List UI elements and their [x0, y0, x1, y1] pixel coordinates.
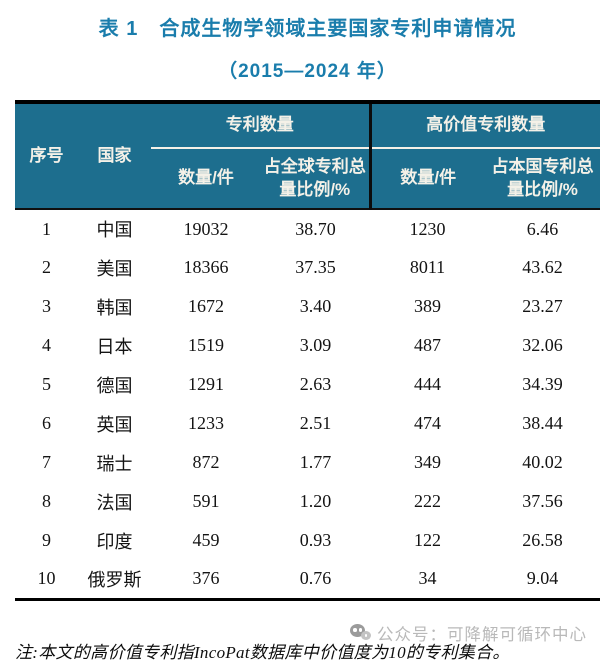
cell-global-share: 2.63 [299, 374, 332, 394]
cell-patents: 18366 [183, 257, 229, 277]
cell-index: 3 [42, 296, 51, 316]
cell-global-share: 1.20 [299, 491, 332, 511]
cell-high-value: 8011 [409, 257, 446, 277]
table-footnote: 注:本文的高价值专利指IncoPat数据库中价值度为10的专利集合。 [15, 643, 510, 662]
cell-global-share: 0.93 [299, 530, 332, 550]
table-title-line2: （2015—2024 年） [218, 61, 397, 82]
cell-domestic-share: 23.27 [522, 296, 563, 316]
table-title-line1: 表 1 合成生物学领域主要国家专利申请情况 [98, 18, 517, 40]
table-row: 6 英国 1233 2.51 474 38.44 [15, 404, 600, 443]
table-row: 4 日本 1519 3.09 487 32.06 [15, 326, 600, 365]
cell-patents: 591 [192, 491, 220, 511]
cell-domestic-share: 6.46 [526, 218, 559, 239]
cell-index: 9 [42, 530, 51, 550]
cell-index: 7 [42, 452, 51, 472]
patent-table: 序号 国家 专利数量 高价值专利数量 数量/件 占全球专利总量比例/% 数量/件… [15, 100, 600, 601]
table-row: 9 印度 459 0.93 122 26.58 [15, 521, 600, 560]
cell-high-value: 1230 [409, 218, 446, 239]
table-caption: 表 1 合成生物学领域主要国家专利申请情况 （2015—2024 年） [0, 12, 615, 83]
cell-high-value: 444 [414, 374, 441, 394]
cell-country: 英国 [96, 414, 133, 435]
cell-domestic-share: 32.06 [522, 335, 563, 355]
cell-index: 1 [42, 218, 51, 239]
cell-domestic-share: 9.04 [526, 568, 559, 589]
cell-domestic-share: 26.58 [522, 530, 563, 550]
cell-patents: 1291 [188, 374, 224, 394]
cell-patents: 1233 [188, 413, 224, 433]
cell-country: 德国 [96, 375, 133, 396]
cell-global-share: 37.35 [295, 257, 336, 277]
table-row: 5 德国 1291 2.63 444 34.39 [15, 365, 600, 404]
cell-country: 法国 [96, 492, 133, 513]
cell-index: 8 [42, 491, 51, 511]
table-row: 10 俄罗斯 376 0.76 34 9.04 [15, 560, 600, 599]
col-header-high-value-count: 数量/件 [368, 148, 485, 210]
cell-country: 中国 [96, 220, 133, 240]
cell-patents: 376 [192, 568, 220, 589]
watermark-text: 公众号：可降解可循环中心 [377, 626, 587, 644]
cell-index: 4 [42, 335, 51, 355]
cell-global-share: 3.40 [299, 296, 332, 316]
col-header-global-share: 占全球专利总量比例/% [261, 148, 370, 210]
cell-global-share: 2.51 [299, 413, 332, 433]
cell-global-share: 0.76 [299, 568, 332, 589]
table-body: 1 中国 19032 38.70 1230 6.46 2 美国 18366 37… [15, 209, 600, 599]
table-row: 3 韩国 1672 3.40 389 23.27 [15, 287, 600, 326]
cell-high-value: 222 [414, 491, 441, 511]
cell-high-value: 487 [414, 335, 441, 355]
cell-country: 韩国 [96, 297, 133, 318]
table-row: 8 法国 591 1.20 222 37.56 [15, 482, 600, 521]
cell-index: 2 [42, 257, 51, 277]
cell-patents: 459 [192, 530, 220, 550]
table-row: 7 瑞士 872 1.77 349 40.02 [15, 443, 600, 482]
cell-country: 印度 [96, 531, 133, 552]
cell-domestic-share: 40.02 [522, 452, 563, 472]
cell-high-value: 122 [414, 530, 441, 550]
col-header-patent-count: 数量/件 [151, 148, 261, 210]
cell-country: 日本 [96, 336, 133, 357]
table-row: 1 中国 19032 38.70 1230 6.46 [15, 209, 600, 248]
wechat-icon [350, 623, 372, 643]
cell-patents: 19032 [183, 218, 229, 239]
cell-global-share: 1.77 [299, 452, 332, 472]
cell-index: 10 [37, 568, 56, 589]
col-header-country: 国家 [78, 102, 151, 210]
cell-country: 瑞士 [96, 453, 133, 474]
col-header-domestic-share: 占本国专利总量比例/% [485, 148, 600, 210]
cell-country: 美国 [96, 258, 133, 279]
cell-domestic-share: 38.44 [522, 413, 563, 433]
group-header-high-value: 高价值专利数量 [368, 102, 600, 149]
col-header-index: 序号 [15, 102, 78, 210]
cell-high-value: 389 [414, 296, 441, 316]
cell-domestic-share: 34.39 [522, 374, 563, 394]
table-header: 序号 国家 专利数量 高价值专利数量 数量/件 占全球专利总量比例/% 数量/件… [15, 102, 600, 210]
group-header-patent-count: 专利数量 [151, 102, 370, 149]
cell-global-share: 38.70 [295, 218, 336, 239]
cell-high-value: 349 [414, 452, 441, 472]
cell-domestic-share: 43.62 [522, 257, 563, 277]
cell-patents: 1672 [188, 296, 224, 316]
cell-patents: 1519 [188, 335, 224, 355]
cell-high-value: 474 [414, 413, 441, 433]
cell-country: 俄罗斯 [87, 569, 142, 590]
cell-index: 6 [42, 413, 51, 433]
cell-global-share: 3.09 [299, 335, 332, 355]
table-row: 2 美国 18366 37.35 8011 43.62 [15, 248, 600, 287]
cell-patents: 872 [192, 452, 220, 472]
cell-index: 5 [42, 374, 51, 394]
watermark: 公众号：可降解可循环中心 [350, 621, 587, 645]
patent-table-wrapper: 序号 国家 专利数量 高价值专利数量 数量/件 占全球专利总量比例/% 数量/件… [15, 100, 600, 601]
cell-domestic-share: 37.56 [522, 491, 563, 511]
cell-high-value: 34 [418, 568, 437, 589]
